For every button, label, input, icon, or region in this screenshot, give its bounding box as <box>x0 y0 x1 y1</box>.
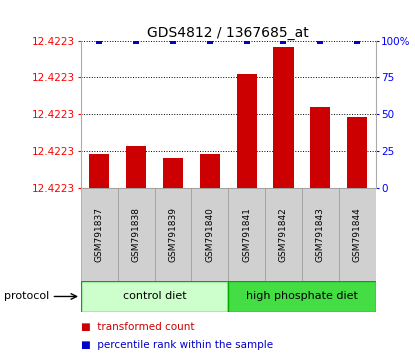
Bar <box>302 188 339 281</box>
Point <box>280 39 287 44</box>
Bar <box>237 74 257 188</box>
Bar <box>200 154 220 188</box>
Point <box>317 39 324 44</box>
Bar <box>81 188 118 281</box>
Text: ■  percentile rank within the sample: ■ percentile rank within the sample <box>81 340 273 350</box>
Text: ■  transformed count: ■ transformed count <box>81 322 194 332</box>
Bar <box>81 281 228 312</box>
Text: GSM791842: GSM791842 <box>279 207 288 262</box>
Text: GSM791839: GSM791839 <box>168 207 178 262</box>
Text: GSM791837: GSM791837 <box>95 207 104 262</box>
Point <box>133 39 139 44</box>
Text: control diet: control diet <box>123 291 186 302</box>
Bar <box>310 107 330 188</box>
Point <box>96 39 103 44</box>
Point <box>354 39 361 44</box>
Point <box>243 39 250 44</box>
Bar <box>228 188 265 281</box>
Point <box>207 39 213 44</box>
Bar <box>89 154 110 188</box>
Text: protocol: protocol <box>4 291 49 302</box>
Bar <box>163 158 183 188</box>
Bar <box>273 47 294 188</box>
Bar <box>191 188 228 281</box>
Point <box>170 39 176 44</box>
Bar <box>347 117 367 188</box>
Text: high phosphate diet: high phosphate diet <box>246 291 358 302</box>
Text: GSM791841: GSM791841 <box>242 207 251 262</box>
Text: GSM791838: GSM791838 <box>132 207 141 262</box>
Bar <box>265 188 302 281</box>
Text: GSM791840: GSM791840 <box>205 207 214 262</box>
Title: GDS4812 / 1367685_at: GDS4812 / 1367685_at <box>147 26 309 40</box>
Bar <box>339 188 376 281</box>
Bar <box>228 281 376 312</box>
Bar <box>118 188 155 281</box>
Bar <box>126 147 146 188</box>
Bar <box>155 188 191 281</box>
Text: GSM791844: GSM791844 <box>353 207 361 262</box>
Text: GSM791843: GSM791843 <box>316 207 325 262</box>
